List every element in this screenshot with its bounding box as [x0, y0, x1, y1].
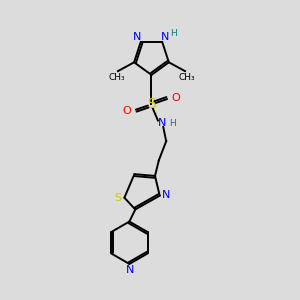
- Text: N: N: [161, 32, 169, 42]
- Text: S: S: [147, 98, 156, 111]
- Text: CH₃: CH₃: [108, 73, 125, 82]
- Text: N: N: [133, 32, 141, 42]
- Text: O: O: [123, 106, 131, 116]
- Text: O: O: [172, 93, 180, 103]
- Text: S: S: [114, 193, 122, 203]
- Text: H: H: [170, 29, 176, 38]
- Text: H: H: [169, 119, 176, 128]
- Text: N: N: [126, 265, 134, 275]
- Text: N: N: [158, 118, 166, 128]
- Text: CH₃: CH₃: [178, 73, 195, 82]
- Text: N: N: [162, 190, 170, 200]
